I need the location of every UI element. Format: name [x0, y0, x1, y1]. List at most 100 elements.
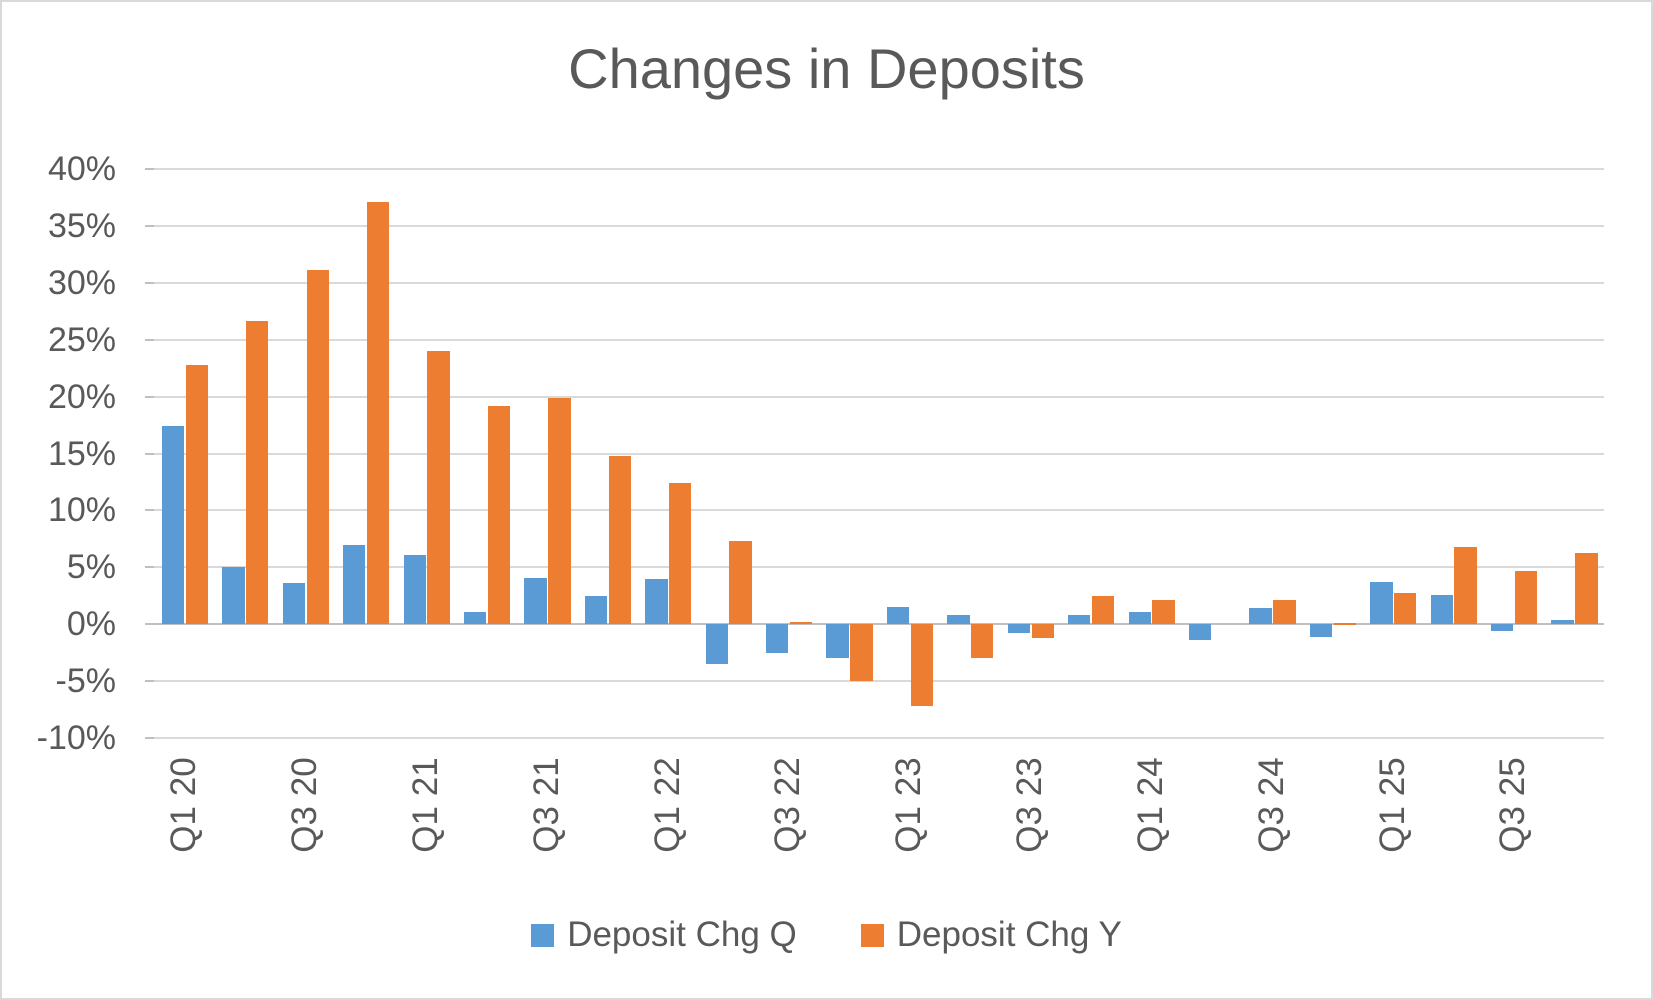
bar-deposit-chg-q-Q3-24: [1249, 608, 1272, 625]
gridline--10: [154, 737, 1604, 739]
bar-deposit-chg-q-Q2-23: [947, 615, 970, 625]
plot-area: [154, 168, 1604, 739]
bar-deposit-chg-y-Q2-20: [246, 321, 269, 625]
legend-item-deposit-chg-y: Deposit Chg Y: [860, 915, 1122, 955]
axis-zero-line: [154, 623, 1604, 626]
gridline-5: [154, 566, 1604, 569]
bar-deposit-chg-y-Q4-21: [608, 455, 631, 625]
legend-item-deposit-chg-q: Deposit Chg Q: [531, 915, 797, 955]
bar-deposit-chg-q-Q4-22: [826, 624, 849, 659]
y-axis-tick: [145, 224, 154, 227]
bar-deposit-chg-q-Q4-23: [1068, 615, 1091, 625]
x-axis-label-Q3-24: Q3 24: [1251, 757, 1291, 853]
bar-deposit-chg-y-Q3-22: [789, 621, 813, 625]
y-axis-label--10%: -10%: [36, 719, 116, 757]
bar-deposit-chg-y-Q3-21: [548, 397, 571, 625]
x-axis-label-Q3-23: Q3 23: [1010, 757, 1050, 853]
y-axis-tick: [145, 395, 154, 398]
bar-deposit-chg-y-Q2-22: [729, 541, 752, 625]
y-axis-tick: [145, 566, 154, 569]
bar-deposit-chg-q-Q1-24: [1128, 611, 1151, 625]
bar-deposit-chg-y-Q1-21: [427, 351, 450, 625]
y-axis-label-20%: 20%: [47, 377, 116, 416]
bar-deposit-chg-y-Q1-24: [1152, 600, 1175, 625]
gridline-40: [154, 168, 1604, 170]
y-axis-tick: [145, 281, 154, 284]
y-axis-tick: [145, 737, 154, 739]
x-axis-label-Q3-25: Q3 25: [1493, 757, 1533, 853]
bar-deposit-chg-q-Q1-22: [645, 578, 668, 625]
y-axis-label--5%: -5%: [55, 662, 116, 701]
bar-deposit-chg-y-Q3-23: [1031, 624, 1054, 638]
x-axis-label-Q1-21: Q1 21: [405, 757, 445, 853]
bar-deposit-chg-q-Q1-21: [403, 554, 426, 625]
bar-deposit-chg-q-Q1-25: [1370, 582, 1393, 625]
gridline-15: [154, 452, 1604, 455]
bar-deposit-chg-q-Q2-21: [463, 611, 487, 625]
chart-title: Changes in Deposits: [568, 37, 1085, 100]
y-axis-label-40%: 40%: [47, 150, 116, 188]
bar-deposit-chg-q-Q4-20: [343, 544, 366, 625]
y-axis-tick: [145, 509, 154, 512]
y-axis-label-15%: 15%: [47, 434, 116, 473]
bar-deposit-chg-q-Q3-25: [1491, 624, 1514, 631]
bar-deposit-chg-y-Q4-23: [1091, 595, 1115, 625]
gridline--5: [154, 680, 1604, 683]
bar-deposit-chg-q-Q3-22: [766, 624, 789, 653]
bar-deposit-chg-q-Q4-24: [1309, 624, 1333, 637]
y-axis-label-10%: 10%: [47, 491, 116, 530]
x-axis-label-Q1-22: Q1 22: [647, 757, 687, 853]
bar-deposit-chg-q-Q2-20: [222, 567, 245, 625]
x-axis-label-Q1-24: Q1 24: [1130, 757, 1170, 853]
bar-deposit-chg-q-Q1-23: [886, 607, 910, 625]
gridline-30: [154, 281, 1604, 284]
gridline-10: [154, 509, 1604, 512]
bar-deposit-chg-q-Q4-21: [584, 595, 608, 625]
legend-label-deposit-chg-y: Deposit Chg Y: [896, 915, 1122, 954]
bar-deposit-chg-y-Q1-20: [185, 364, 209, 625]
y-axis-label-25%: 25%: [47, 320, 116, 359]
bar-deposit-chg-y-Q4-25: [1575, 552, 1598, 625]
bar-deposit-chg-q-Q2-25: [1430, 594, 1453, 625]
x-axis-label-Q1-20: Q1 20: [164, 757, 204, 853]
bar-deposit-chg-q-Q3-23: [1007, 624, 1031, 634]
bar-deposit-chg-y-Q4-24: [1333, 623, 1356, 625]
y-axis-tick: [145, 168, 154, 170]
x-axis-label-Q3-20: Q3 20: [285, 757, 325, 853]
bar-deposit-chg-y-Q3-24: [1273, 600, 1296, 625]
bar-deposit-chg-q-Q2-24: [1188, 624, 1212, 641]
legend-swatch-orange-icon: [860, 923, 884, 947]
y-axis-label-30%: 30%: [47, 263, 116, 302]
gridline-20: [154, 395, 1604, 398]
gridline-35: [154, 224, 1604, 227]
bar-deposit-chg-q-Q2-22: [705, 624, 728, 665]
bar-deposit-chg-y-Q4-22: [850, 624, 873, 682]
bar-deposit-chg-y-Q2-21: [487, 405, 511, 625]
bar-deposit-chg-q-Q3-21: [524, 577, 547, 625]
y-axis-label-35%: 35%: [47, 206, 116, 245]
y-axis-tick: [145, 338, 154, 341]
bar-deposit-chg-y-Q2-25: [1454, 546, 1477, 625]
bar-deposit-chg-y-Q3-25: [1514, 570, 1538, 625]
x-axis-label-Q1-25: Q1 25: [1372, 757, 1412, 853]
x-axis-label-Q3-22: Q3 22: [768, 757, 808, 853]
gridline-25: [154, 338, 1604, 341]
bar-deposit-chg-y-Q1-25: [1394, 593, 1417, 625]
y-axis-tick: [145, 452, 154, 455]
bar-deposit-chg-y-Q1-22: [669, 483, 692, 625]
y-axis-tick: [145, 680, 154, 683]
bar-deposit-chg-q-Q3-20: [282, 583, 306, 625]
bar-deposit-chg-q-Q1-20: [161, 426, 185, 625]
y-axis-label-0%: 0%: [66, 605, 116, 644]
x-axis-label-Q3-21: Q3 21: [526, 757, 566, 853]
legend-swatch-blue-icon: [531, 923, 555, 947]
bar-deposit-chg-y-Q4-20: [366, 202, 390, 625]
bar-deposit-chg-y-Q1-23: [910, 624, 934, 707]
bar-deposit-chg-y-Q3-20: [306, 270, 329, 625]
x-axis-label-Q1-23: Q1 23: [889, 757, 929, 853]
y-axis-tick: [145, 623, 154, 626]
legend-label-deposit-chg-q: Deposit Chg Q: [567, 915, 797, 954]
bar-deposit-chg-q-Q4-25: [1551, 619, 1574, 625]
y-axis-label-5%: 5%: [66, 548, 116, 587]
